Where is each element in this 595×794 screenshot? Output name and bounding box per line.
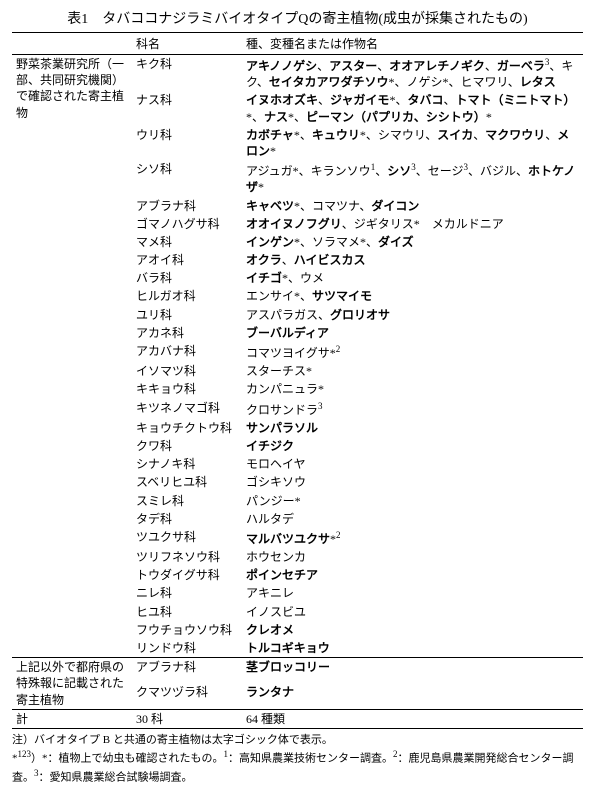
group-cell: 野菜茶業研究所（一部、共同研究機関）で確認された寄主植物 — [12, 55, 132, 658]
family-cell: ヒユ科 — [132, 603, 242, 621]
family-cell: ツリフネソウ科 — [132, 548, 242, 566]
species-cell: イチジク — [242, 437, 583, 455]
family-cell: ナス科 — [132, 91, 242, 125]
family-cell: キキョウ科 — [132, 380, 242, 398]
group-cell: 上記以外で都府県の特殊報に記載された寄主植物 — [12, 658, 132, 710]
species-cell: カボチャ*、キュウリ*、シマウリ、スイカ、マクワウリ、メロン* — [242, 126, 583, 160]
family-cell: スミレ科 — [132, 492, 242, 510]
family-cell: クマツヅラ科 — [132, 683, 242, 709]
family-cell: ウリ科 — [132, 126, 242, 160]
family-cell: アブラナ科 — [132, 197, 242, 215]
species-cell: アスパラガス、グロリオサ — [242, 306, 583, 324]
totals-families: 30 科 — [132, 709, 242, 728]
species-cell: パンジー* — [242, 492, 583, 510]
species-cell: アジュガ*、キランソウ1、シソ3、セージ3、バジル、ホトケノザ* — [242, 160, 583, 196]
family-cell: フウチョウソウ科 — [132, 621, 242, 639]
header-family: 科名 — [132, 33, 242, 55]
species-cell: コマツヨイグサ*2 — [242, 342, 583, 362]
family-cell: タデ科 — [132, 510, 242, 528]
family-cell: ゴマノハグサ科 — [132, 215, 242, 233]
table-notes: 注）バイオタイプ B と共通の寄主植物は太字ゴシック体で表示。 *123）*：植… — [12, 733, 583, 786]
family-cell: クワ科 — [132, 437, 242, 455]
family-cell: アカネ科 — [132, 324, 242, 342]
species-cell: イヌホオズキ、ジャガイモ*、タバコ、トマト（ミニトマト）*、ナス*、ピーマン（パ… — [242, 91, 583, 125]
species-cell: オクラ、ハイビスカス — [242, 251, 583, 269]
species-cell: ランタナ — [242, 683, 583, 709]
table-title: 表1 タバココナジラミバイオタイプQの寄主植物(成虫が採集されたもの) — [12, 8, 583, 28]
family-cell: シソ科 — [132, 160, 242, 196]
species-cell: インゲン*、ソラマメ*、ダイズ — [242, 233, 583, 251]
species-cell: アキニレ — [242, 584, 583, 602]
family-cell: ニレ科 — [132, 584, 242, 602]
species-cell: カンパニュラ* — [242, 380, 583, 398]
species-cell: ハルタデ — [242, 510, 583, 528]
species-cell: モロヘイヤ — [242, 455, 583, 473]
species-cell: クレオメ — [242, 621, 583, 639]
species-cell: ホウセンカ — [242, 548, 583, 566]
header-group — [12, 33, 132, 55]
header-species: 種、変種名または作物名 — [242, 33, 583, 55]
note-line-1: 注）バイオタイプ B と共通の寄主植物は太字ゴシック体で表示。 — [12, 733, 583, 748]
family-cell: スベリヒユ科 — [132, 473, 242, 491]
species-cell: クロサンドラ3 — [242, 399, 583, 419]
species-cell: スターチス* — [242, 362, 583, 380]
family-cell: ヒルガオ科 — [132, 287, 242, 305]
family-cell: キク科 — [132, 55, 242, 92]
host-plant-table: 科名 種、変種名または作物名 野菜茶業研究所（一部、共同研究機関）で確認された寄… — [12, 32, 583, 729]
family-cell: シナノキ科 — [132, 455, 242, 473]
species-cell: サンパラソル — [242, 419, 583, 437]
species-cell: ゴシキソウ — [242, 473, 583, 491]
family-cell: キツネノマゴ科 — [132, 399, 242, 419]
family-cell: アオイ科 — [132, 251, 242, 269]
family-cell: マメ科 — [132, 233, 242, 251]
family-cell: アカバナ科 — [132, 342, 242, 362]
species-cell: ポインセチア — [242, 566, 583, 584]
family-cell: ツユクサ科 — [132, 528, 242, 548]
species-cell: イノスビユ — [242, 603, 583, 621]
species-cell: マルバツユクサ*2 — [242, 528, 583, 548]
family-cell: バラ科 — [132, 269, 242, 287]
totals-species: 64 種類 — [242, 709, 583, 728]
species-cell: アキノノゲシ、アスター、オオアレチノギク、ガーベラ3、キク、セイタカアワダチソウ… — [242, 55, 583, 92]
totals-label: 計 — [12, 709, 132, 728]
family-cell: イソマツ科 — [132, 362, 242, 380]
family-cell: キョウチクトウ科 — [132, 419, 242, 437]
species-cell: トルコギキョウ — [242, 639, 583, 658]
species-cell: エンサイ*、サツマイモ — [242, 287, 583, 305]
species-cell: イチゴ*、ウメ — [242, 269, 583, 287]
species-cell: ブーバルディア — [242, 324, 583, 342]
species-cell: オオイヌノフグリ、ジギタリス* メカルドニア — [242, 215, 583, 233]
family-cell: トウダイグサ科 — [132, 566, 242, 584]
note-line-2: *123）*：植物上で幼虫も確認されたもの。1：高知県農業技術センター調査。2：… — [12, 748, 583, 786]
family-cell: リンドウ科 — [132, 639, 242, 658]
family-cell: ユリ科 — [132, 306, 242, 324]
species-cell: キャベツ*、コマツナ、ダイコン — [242, 197, 583, 215]
